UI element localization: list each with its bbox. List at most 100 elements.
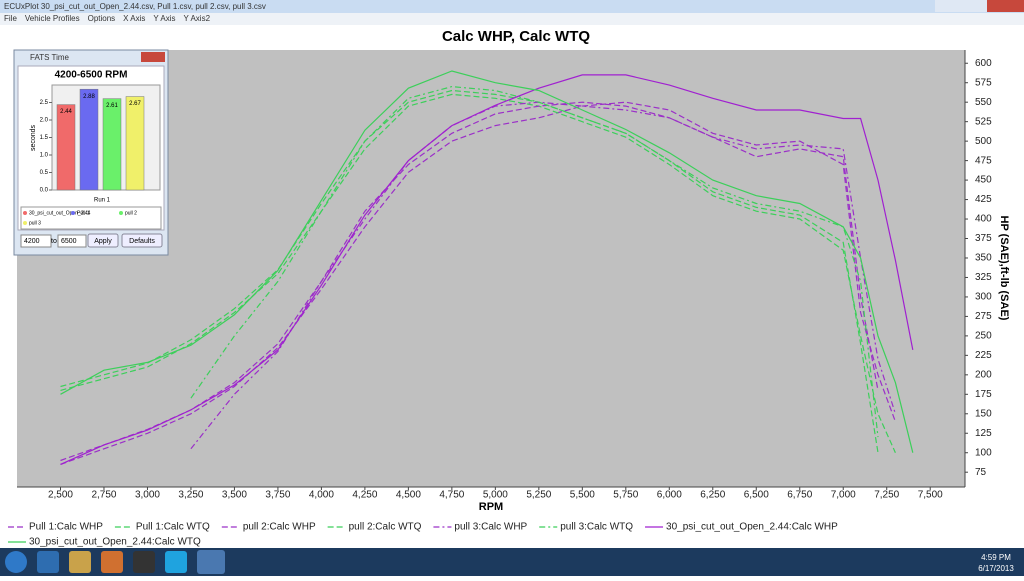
legend-swatch — [23, 221, 27, 225]
plot-area — [17, 50, 965, 487]
y-tick-label: 75 — [975, 467, 987, 478]
x-tick-label: 3,750 — [265, 490, 290, 501]
legend-swatch — [23, 211, 27, 215]
legend-label: pull 3:Calc WTQ — [560, 522, 633, 533]
bar-value-label: 2.67 — [129, 101, 141, 107]
legend-label: Pull 1 — [77, 210, 90, 216]
y-tick-label: 175 — [975, 389, 992, 400]
y-tick-label: 525 — [975, 116, 992, 127]
y-tick-label: 275 — [975, 311, 992, 322]
fats-legend — [20, 206, 162, 230]
y-tick-label: 300 — [975, 292, 992, 303]
menu-item[interactable]: X Axis — [123, 14, 145, 23]
legend-label: Pull 1:Calc WTQ — [136, 522, 210, 533]
bar-value-label: 2.61 — [106, 103, 118, 109]
plot-lines — [60, 70, 914, 465]
legend-label: pull 2 — [125, 210, 137, 216]
minimize-button[interactable] — [935, 0, 961, 12]
start-button[interactable] — [5, 551, 27, 573]
x-tick-label: 3,500 — [222, 490, 247, 501]
legend-label: pull 3 — [29, 220, 41, 226]
bar — [102, 98, 122, 191]
y-tick-label: 450 — [975, 175, 992, 186]
window-title: ECUxPlot 30_psi_cut_out_Open_2.44.csv, P… — [4, 2, 266, 11]
legend-label: pull 2:Calc WTQ — [349, 522, 422, 533]
data-line — [190, 101, 896, 450]
to-value: 6500 — [61, 238, 77, 245]
apply-button[interactable] — [87, 233, 119, 248]
from-input[interactable] — [20, 234, 52, 248]
x-tick-label: 2,500 — [48, 490, 73, 501]
taskbar-icon[interactable] — [37, 551, 59, 573]
x-tick-label: 4,750 — [439, 490, 464, 501]
fats-x-label: Run 1 — [94, 198, 111, 204]
x-tick-label: 6,000 — [657, 490, 682, 501]
legend-entry: pull 3:Calc WTQ — [539, 522, 633, 533]
legend-label: 30_psi_cut_out_Open_2.44 — [29, 210, 91, 216]
bar-value-label: 2.88 — [83, 94, 95, 100]
legend-swatch — [119, 211, 123, 215]
y-tick-label: 400 — [975, 214, 992, 225]
y-tick-label: 0.0 — [40, 188, 49, 194]
menu-item[interactable]: Vehicle Profiles — [25, 14, 80, 23]
menu-item[interactable]: Options — [88, 14, 116, 23]
legend-label: pull 3:Calc WHP — [454, 522, 527, 533]
legend-entry: Pull 1:Calc WHP — [8, 522, 103, 533]
y-tick-label: 500 — [975, 136, 992, 147]
x-axis-label: RPM — [479, 501, 503, 513]
x-tick-label: 6,250 — [700, 490, 725, 501]
x-tick-label: 4,500 — [396, 490, 421, 501]
defaults-button[interactable] — [121, 233, 163, 248]
x-tick-label: 7,500 — [918, 490, 943, 501]
data-line — [60, 93, 896, 453]
x-tick-label: 4,250 — [352, 490, 377, 501]
data-line — [60, 101, 896, 465]
bar — [79, 88, 99, 191]
y-tick-label: 0.5 — [40, 170, 49, 176]
taskbar-icon[interactable] — [101, 551, 123, 573]
x-tick-label: 3,250 — [178, 490, 203, 501]
menu-item[interactable]: File — [4, 14, 17, 23]
x-tick-label: 6,500 — [744, 490, 769, 501]
y-tick-label: 100 — [975, 447, 992, 458]
chart-title: Calc WHP, Calc WTQ — [442, 28, 590, 45]
clock-time: 4:59 PM — [981, 553, 1011, 562]
legend-label: 30_psi_cut_out_Open_2.44:Calc WTQ — [29, 537, 201, 548]
x-tick-label: 6,750 — [787, 490, 812, 501]
y-tick-label: 125 — [975, 428, 992, 439]
y-tick-label: 600 — [975, 58, 992, 69]
bar-value-label: 2.44 — [60, 109, 72, 115]
apply-label: Apply — [94, 238, 112, 245]
menu-item[interactable]: Y Axis2 — [184, 14, 211, 23]
to-input[interactable] — [57, 234, 87, 248]
y-tick-label: 200 — [975, 369, 992, 380]
y-tick-label: 350 — [975, 253, 992, 264]
y-tick-label: 250 — [975, 331, 992, 342]
menu-item[interactable]: Y Axis — [153, 14, 175, 23]
taskbar-icon[interactable] — [69, 551, 91, 573]
x-tick-label: 3,000 — [135, 490, 160, 501]
taskbar-icon[interactable] — [165, 551, 187, 573]
data-line — [60, 89, 879, 453]
y-tick-label: 2.0 — [40, 118, 49, 124]
data-line — [60, 74, 914, 465]
taskbar-icon[interactable] — [197, 550, 225, 574]
x-tick-label: 7,250 — [874, 490, 899, 501]
legend-label: pull 2:Calc WHP — [243, 522, 316, 533]
title-bar — [0, 0, 1024, 13]
y-tick-label: 425 — [975, 194, 992, 205]
close-button[interactable] — [987, 0, 1024, 12]
menu-bar — [0, 13, 1024, 25]
defaults-label: Defaults — [129, 238, 155, 245]
y-tick-label: 1.0 — [40, 153, 49, 159]
legend-entry: pull 3:Calc WHP — [433, 522, 528, 533]
from-value: 4200 — [24, 238, 40, 245]
y-tick-label: 325 — [975, 272, 992, 283]
taskbar-icon[interactable] — [133, 551, 155, 573]
fats-window-title: FATS Time — [30, 53, 70, 62]
y-tick-label: 150 — [975, 408, 992, 419]
maximize-button[interactable] — [961, 0, 987, 12]
legend-entry: 30_psi_cut_out_Open_2.44:Calc WHP — [645, 522, 838, 533]
fats-close-button[interactable] — [141, 52, 165, 62]
